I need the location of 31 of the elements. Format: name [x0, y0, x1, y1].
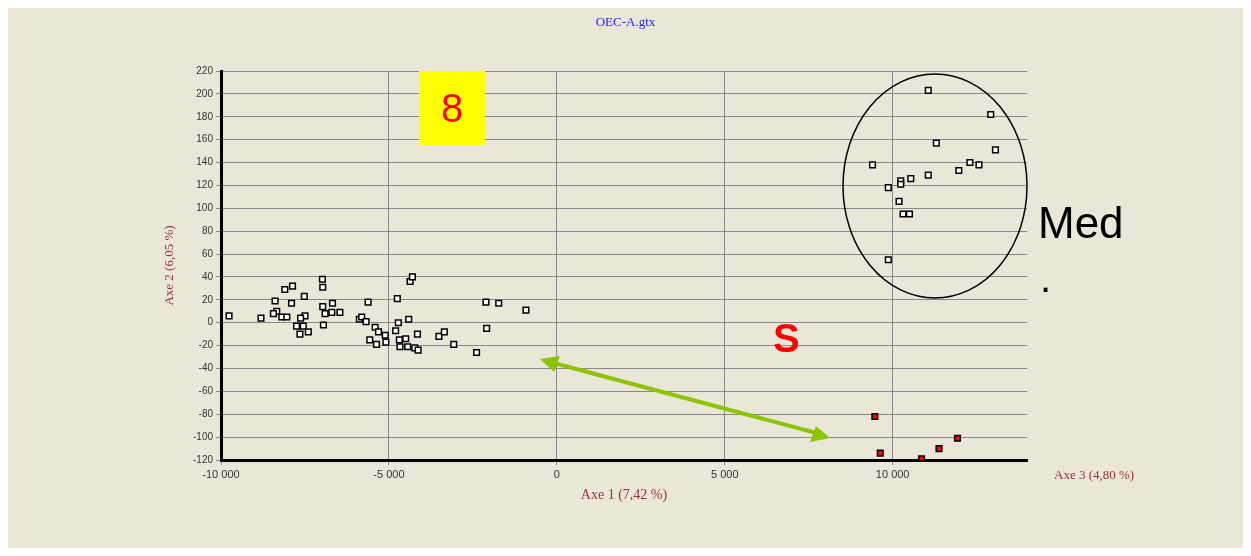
- y-tick-label: 100: [196, 202, 214, 214]
- x-tick-label: 10 000: [875, 467, 910, 480]
- y-tick-label: -80: [198, 407, 214, 419]
- annotation: 8: [419, 71, 485, 145]
- y-tick-label: -40: [198, 362, 214, 374]
- chart-title: OEC-A.gtx: [594, 14, 657, 30]
- y-tick-label: 200: [196, 87, 214, 99]
- y-tick-label: 140: [196, 156, 214, 168]
- y-tick-label: 120: [196, 179, 214, 191]
- y-tick-label: -20: [198, 339, 214, 351]
- x-tick-label: -10 000: [202, 467, 240, 480]
- y-tick-label: -60: [198, 385, 214, 397]
- x-axis-title: Axe 1 (7,42 %): [580, 487, 668, 504]
- y-tick-label: 0: [207, 316, 214, 328]
- y-tick-label: 20: [201, 293, 214, 305]
- y-tick-label: 220: [196, 64, 214, 76]
- y-tick-label: 180: [196, 110, 214, 122]
- y-tick-label: 60: [201, 247, 214, 259]
- x-tick-label: 0: [553, 467, 560, 480]
- x-tick-label: 5 000: [710, 467, 739, 480]
- x-tick-label: -5 000: [373, 467, 405, 480]
- text: Axe 3 (4,80 %): [1054, 467, 1135, 483]
- y-tick-label: 80: [201, 224, 214, 236]
- y-axis-title: Axe 2 (6,05 %): [161, 225, 177, 306]
- y-tick-label: -120: [192, 453, 214, 465]
- y-tick-label: -100: [192, 430, 214, 442]
- text: .: [1040, 256, 1052, 301]
- y-tick-label: 160: [196, 133, 214, 145]
- text: Med: [1038, 198, 1124, 248]
- y-tick-label: 40: [201, 270, 214, 282]
- annotation: S: [773, 316, 800, 361]
